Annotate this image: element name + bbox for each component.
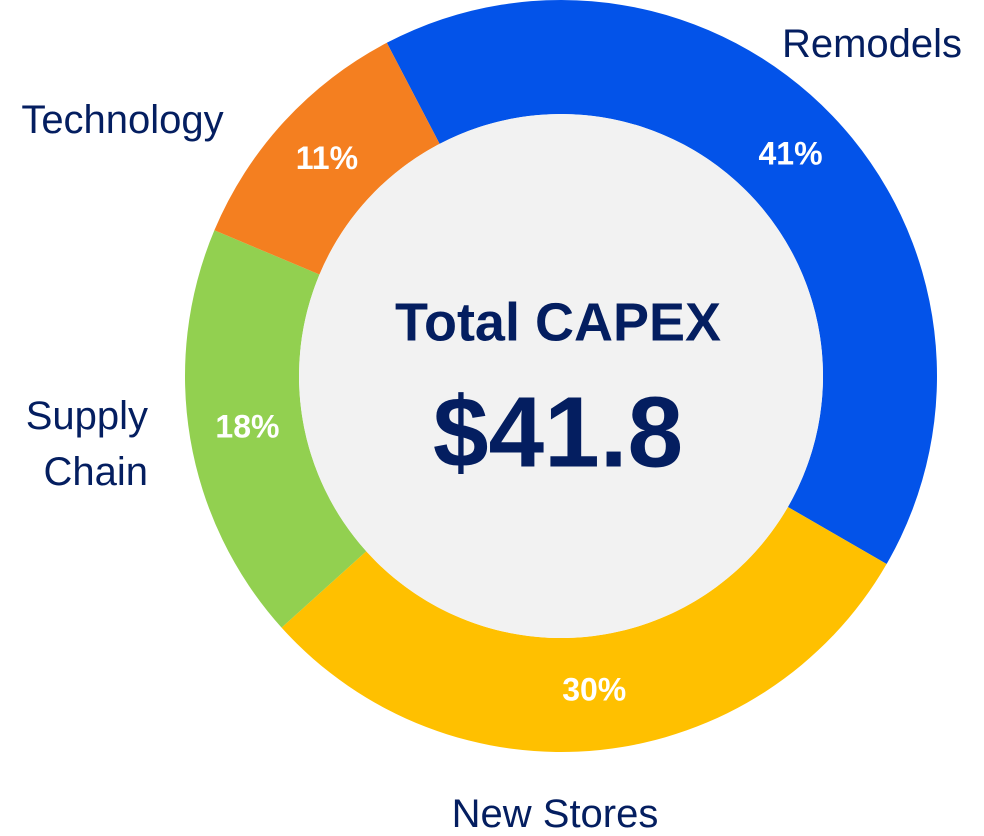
donut-slice [281,507,887,752]
center-title: Total CAPEX [395,292,721,352]
donut-slice [184,230,367,628]
category-label: New Stores [451,792,659,836]
value-label: 30% [562,672,626,708]
value-label: 11% [296,140,358,176]
donut-hole [299,114,823,638]
donut-slice [214,42,440,275]
category-label: Supply Chain [25,394,148,494]
category-label: Technology [21,98,224,142]
category-label: Remodels [781,22,963,66]
donut-slice [386,0,937,564]
value-label: 18% [215,408,279,444]
value-label: 41% [758,135,822,171]
center-value: $41.8 [433,376,683,488]
